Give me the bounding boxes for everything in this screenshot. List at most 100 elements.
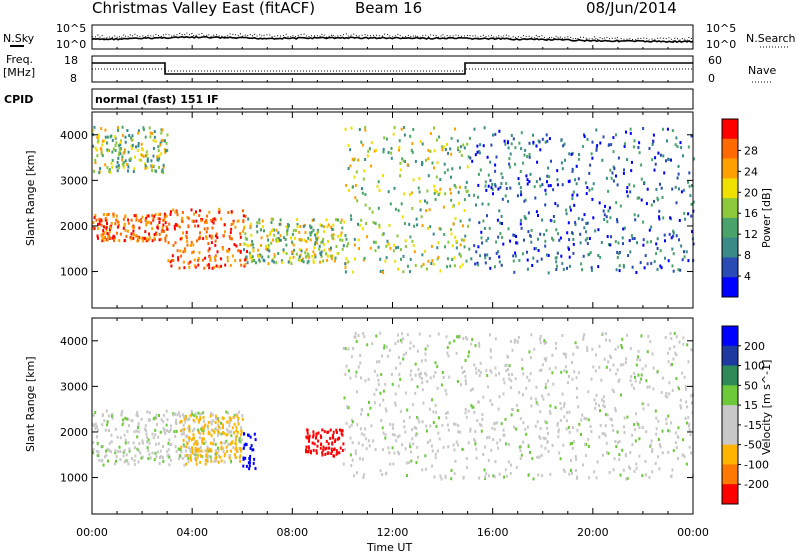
data-point <box>93 424 96 428</box>
data-point <box>548 175 551 179</box>
data-point <box>414 373 417 377</box>
data-point <box>298 230 301 234</box>
data-point <box>517 177 520 181</box>
data-point <box>309 224 311 228</box>
data-point <box>366 154 369 158</box>
data-point <box>214 449 217 453</box>
data-point <box>666 139 668 143</box>
data-point <box>659 182 661 186</box>
data-point <box>430 262 433 265</box>
data-point <box>162 460 165 463</box>
data-point <box>314 233 317 237</box>
data-point <box>114 462 116 466</box>
data-point <box>124 214 127 218</box>
data-point <box>244 214 247 218</box>
data-point <box>111 158 114 162</box>
data-point <box>164 432 167 435</box>
data-point <box>673 332 676 335</box>
data-point <box>670 158 672 162</box>
data-point <box>175 422 178 425</box>
data-point <box>286 232 289 236</box>
nave-label: Nave <box>748 64 776 77</box>
data-point <box>312 430 315 434</box>
data-point <box>138 219 141 223</box>
data-point <box>446 411 449 414</box>
data-point <box>557 430 560 434</box>
data-point <box>332 228 335 231</box>
data-point <box>691 230 693 234</box>
data-point <box>465 189 468 193</box>
data-point <box>180 432 183 436</box>
data-point <box>514 254 517 258</box>
data-point <box>478 423 481 426</box>
data-point <box>252 461 255 465</box>
data-point <box>468 136 471 140</box>
data-point <box>575 469 577 473</box>
data-point <box>394 342 397 346</box>
data-point <box>342 462 345 466</box>
data-point <box>281 260 284 264</box>
data-point <box>443 162 446 166</box>
data-point <box>271 228 274 232</box>
data-point <box>221 247 224 251</box>
data-point <box>185 445 188 449</box>
data-point <box>684 217 687 221</box>
data-point <box>272 238 275 242</box>
data-point <box>196 239 198 243</box>
data-point <box>409 134 412 138</box>
data-point <box>191 251 194 255</box>
data-point <box>133 430 136 434</box>
data-point <box>165 423 168 427</box>
data-point <box>104 217 107 220</box>
data-point <box>114 449 117 453</box>
data-point <box>404 391 407 395</box>
data-point <box>278 238 281 242</box>
data-point <box>424 372 427 375</box>
data-point <box>333 259 336 263</box>
data-point <box>674 143 677 147</box>
data-point <box>122 165 125 169</box>
data-point <box>205 453 208 457</box>
data-point <box>598 365 601 369</box>
data-point <box>483 226 486 230</box>
data-point <box>253 432 256 436</box>
data-point <box>685 421 688 425</box>
data-point <box>249 446 252 450</box>
data-point <box>354 374 357 378</box>
data-point <box>130 136 132 140</box>
power-y-axis-label: Slant Range [km] <box>24 150 37 246</box>
data-point <box>119 458 122 462</box>
data-point <box>387 190 390 194</box>
data-point <box>215 459 218 463</box>
data-point <box>494 373 497 377</box>
data-point <box>506 354 509 358</box>
data-point <box>350 217 353 221</box>
data-point <box>385 137 388 141</box>
data-point <box>623 144 626 148</box>
data-point <box>219 257 222 261</box>
data-point <box>411 150 414 154</box>
data-point <box>157 149 160 153</box>
data-point <box>426 189 429 193</box>
data-point <box>137 460 140 464</box>
data-point <box>636 358 639 361</box>
data-point <box>180 445 183 449</box>
data-point <box>146 435 149 439</box>
data-point <box>167 453 170 457</box>
data-point <box>205 235 208 239</box>
data-point <box>551 353 554 357</box>
data-point <box>540 257 543 261</box>
data-point <box>296 225 299 229</box>
data-point <box>449 264 452 268</box>
data-point <box>431 398 433 402</box>
data-point <box>112 212 115 216</box>
data-point <box>341 247 344 251</box>
data-point <box>463 198 466 202</box>
data-point <box>373 392 376 396</box>
data-point <box>515 235 518 238</box>
data-point <box>103 231 106 235</box>
data-point <box>132 170 135 174</box>
data-point <box>362 332 365 336</box>
